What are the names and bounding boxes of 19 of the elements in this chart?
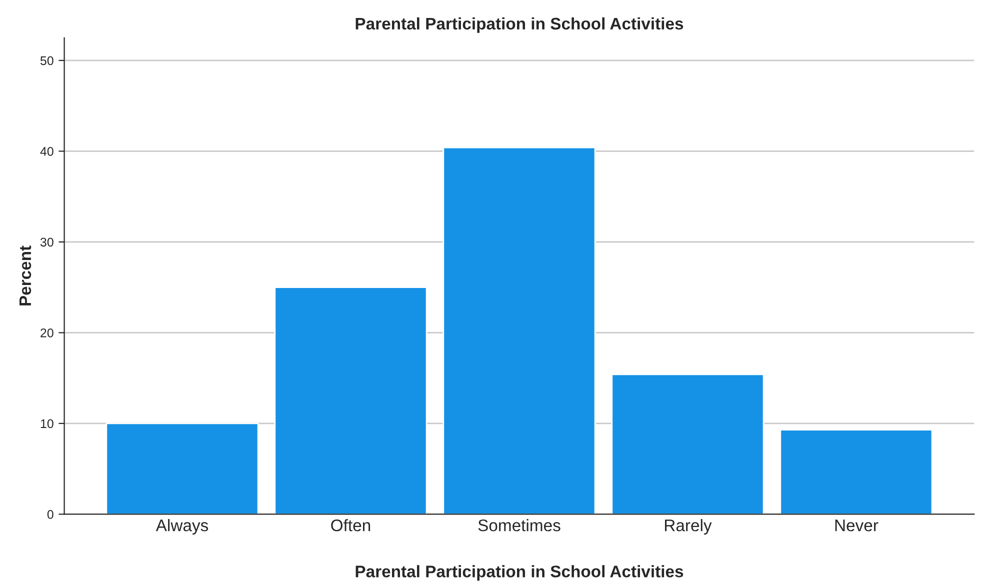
- y-tick-label: 10: [40, 419, 54, 428]
- x-tick-label: Never: [835, 520, 878, 532]
- y-tick-label: 30: [40, 238, 54, 247]
- x-tick-label: Always: [156, 519, 208, 535]
- x-tick-label: Sometimes: [478, 519, 560, 532]
- bar: [274, 286, 428, 514]
- y-axis-title: Percent: [19, 246, 32, 306]
- bar: [611, 374, 764, 514]
- bar: [442, 146, 596, 514]
- x-tick-label: Often: [331, 519, 370, 532]
- x-axis-title: Parental Participation in School Activities: [356, 565, 684, 581]
- y-tick-label: 20: [40, 328, 54, 338]
- chart-title: Parental Participation in School Activities: [356, 17, 684, 33]
- bar: [106, 422, 259, 514]
- y-tick-label: 40: [40, 147, 54, 156]
- y-tick-label: 50: [40, 56, 54, 66]
- y-tick-label: 0: [47, 510, 54, 519]
- bar: [780, 429, 933, 514]
- x-tick-label: Rarely: [665, 519, 712, 535]
